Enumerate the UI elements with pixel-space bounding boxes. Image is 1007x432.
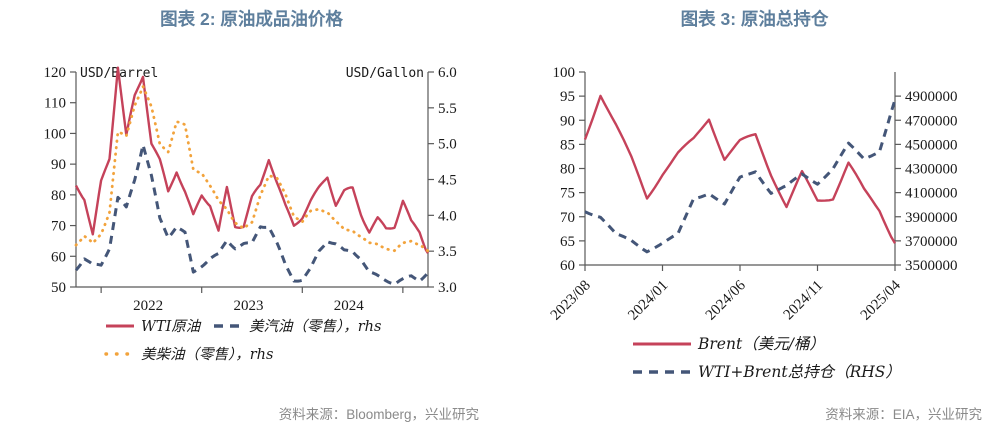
svg-text:2024/11: 2024/11 [781,278,827,324]
figure-3-title: 图表 3: 原油总持仓 [680,9,829,29]
svg-text:4900000: 4900000 [905,89,958,105]
svg-text:5.5: 5.5 [438,101,457,117]
svg-text:95: 95 [560,89,575,105]
figure-2-title: 图表 2: 原油成品油价格 [160,9,343,29]
figure-2-line-chart: 50 60 70 80 90 100 110 120 3.0 3.5 4.0 4.5 5.0 5.5 6.0… [44,65,457,363]
svg-text:60: 60 [560,258,575,274]
svg-text:3500000: 3500000 [905,258,958,274]
svg-text:65: 65 [560,234,575,250]
figure-3-panel: 图表 3: 原油总持仓 60 65 70 75 80 85 90 95 100 3500000 37… [503,0,1006,432]
svg-text:2025/04: 2025/04 [858,277,904,323]
svg-text:100: 100 [553,65,576,81]
svg-text:3700000: 3700000 [905,234,958,250]
svg-text:4500000: 4500000 [905,137,958,153]
svg-text:4.5: 4.5 [438,173,457,189]
svg-text:2024/01: 2024/01 [625,278,671,324]
svg-text:85: 85 [560,137,575,153]
svg-text:2023: 2023 [233,298,263,314]
svg-text:70: 70 [560,210,575,226]
svg-text:80: 80 [51,188,66,204]
svg-text:6.0: 6.0 [438,65,457,81]
svg-text:4300000: 4300000 [905,162,958,178]
svg-text:3.0: 3.0 [438,280,457,296]
svg-text:70: 70 [51,219,66,235]
svg-text:4.0: 4.0 [438,208,457,224]
svg-text:3900000: 3900000 [905,210,958,226]
figure-3-line-chart: 60 65 70 75 80 85 90 95 100 3500000 3700000 3900000… [548,65,958,381]
svg-text:50: 50 [51,280,66,296]
svg-text:90: 90 [560,113,575,129]
svg-text:Brent（美元/桶）: Brent（美元/桶） [697,335,825,353]
svg-text:WTI+Brent总持仓（RHS）: WTI+Brent总持仓（RHS） [698,363,901,381]
svg-text:2023/08: 2023/08 [548,278,594,324]
svg-text:75: 75 [560,186,575,202]
figure-3-source: 资料来源：EIA，兴业研究 [825,407,982,422]
svg-text:90: 90 [51,157,66,173]
svg-text:2024: 2024 [334,298,365,314]
svg-text:5.0: 5.0 [438,137,457,153]
svg-text:美汽油（零售），rhs: 美汽油（零售），rhs [249,318,381,335]
svg-text:WTI原油: WTI原油 [141,318,202,335]
svg-text:120: 120 [44,65,67,81]
svg-text:2022: 2022 [133,298,163,314]
svg-text:100: 100 [44,126,67,142]
svg-text:3.5: 3.5 [438,244,457,260]
figure-2-source: 资料来源：Bloomberg，兴业研究 [278,407,479,422]
svg-text:2024/06: 2024/06 [703,277,749,323]
svg-text:80: 80 [560,162,575,178]
svg-text:60: 60 [51,249,66,265]
svg-text:110: 110 [44,96,66,112]
svg-text:USD/Gallon: USD/Gallon [346,66,424,81]
svg-text:4700000: 4700000 [905,113,958,129]
figure-2-panel: 图表 2: 原油成品油价格 50 60 70 80 90 100 110 120 3.0 3.5 4… [0,0,503,432]
svg-text:美柴油（零售），rhs: 美柴油（零售），rhs [141,346,273,363]
svg-text:4100000: 4100000 [905,186,958,202]
